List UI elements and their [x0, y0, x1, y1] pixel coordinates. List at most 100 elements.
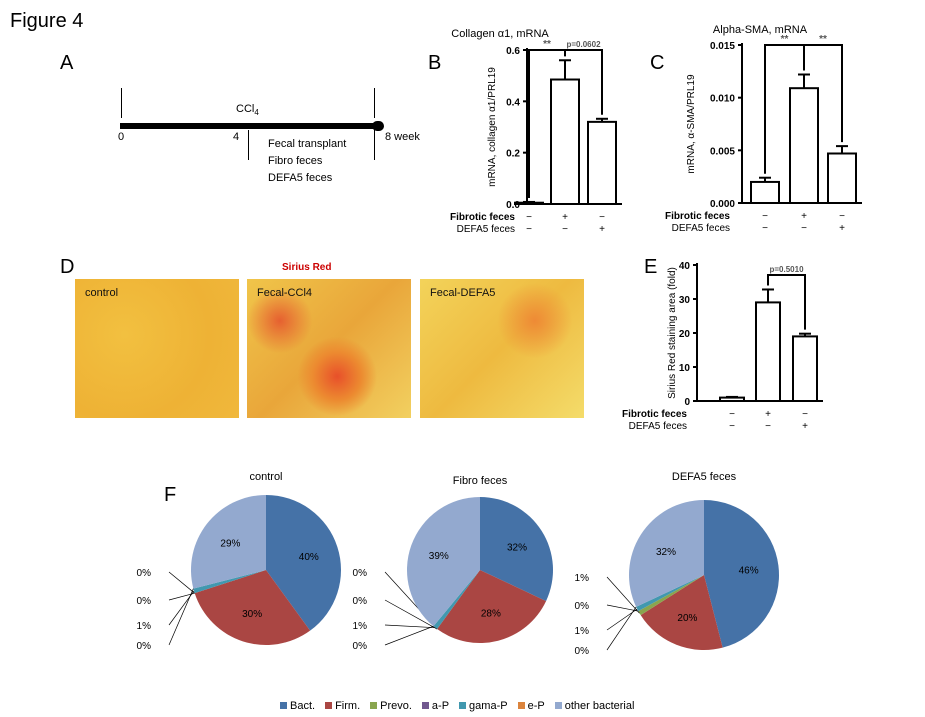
legend-item: other bacterial — [554, 700, 635, 712]
pie-label: 46% — [739, 565, 759, 576]
pie-leader-line — [168, 571, 195, 594]
bar — [755, 301, 781, 402]
legend-swatch — [517, 702, 525, 709]
arrow-start-icon — [121, 88, 122, 118]
panel-label-c: C — [650, 52, 665, 74]
condition-sign: + — [802, 421, 808, 432]
transplant-line: Fecal transplant — [268, 138, 347, 150]
condition-row-label: DEFA5 feces — [457, 224, 515, 235]
legend-item: a-P — [421, 700, 450, 712]
legend-item: Prevo. — [370, 700, 412, 712]
panel-label-f: F — [164, 484, 177, 506]
condition-sign: − — [599, 212, 605, 223]
panel-label-d: D — [60, 256, 75, 278]
pie-label: 0% — [353, 568, 368, 579]
pie-label: 40% — [299, 552, 319, 563]
y-tick-label: 0.0 — [506, 200, 520, 211]
bar — [827, 152, 857, 204]
significance-bracket — [803, 44, 843, 143]
pie-title: Fibro feces — [453, 475, 508, 487]
y-axis-label: mRNA, collagen α1/PRL19 — [487, 67, 498, 187]
legend-item: e-P — [517, 700, 545, 712]
bar — [587, 120, 617, 205]
pie-slice-otherbacterial — [629, 500, 704, 607]
pie-label: 32% — [507, 543, 527, 554]
y-tick-label: 0 — [684, 397, 690, 408]
histology-image-fecal-ccl4: Fecal-CCl4 — [247, 279, 411, 418]
bar — [719, 396, 745, 403]
pie-label: 0% — [137, 568, 152, 579]
pie-label: 1% — [137, 621, 152, 632]
bar — [750, 180, 780, 204]
y-tick-label: 0.2 — [506, 149, 520, 160]
condition-sign: − — [802, 409, 808, 420]
y-tick-label: 20 — [679, 329, 691, 340]
pie-label: 1% — [353, 621, 368, 632]
significance-label: ** — [781, 34, 789, 45]
pie-label: 0% — [575, 646, 590, 657]
condition-sign: + — [839, 223, 845, 234]
significance-label: ** — [543, 39, 551, 50]
pie-slice-bact — [704, 500, 780, 648]
tick-8: 8 week — [385, 131, 420, 143]
histology-image-control: control — [75, 279, 239, 418]
condition-sign: − — [729, 421, 735, 432]
y-tick-label: 0.005 — [710, 146, 735, 157]
condition-sign: + — [599, 224, 605, 235]
histology-image-fecal-defa5: Fecal-DEFA5 — [420, 279, 584, 418]
y-tick-label: 40 — [679, 261, 691, 272]
significance-bracket — [564, 49, 603, 115]
arrow-transplant-icon — [248, 130, 249, 160]
pie-title: control — [249, 471, 282, 483]
tick-4: 4 — [233, 131, 240, 143]
y-tick-label: 0.4 — [506, 97, 520, 108]
pie-label: 0% — [353, 596, 368, 607]
pie-slice-gamap — [636, 575, 704, 612]
pie-slice-otherbacterial — [407, 497, 480, 627]
condition-sign: − — [762, 211, 768, 222]
condition-sign: − — [729, 409, 735, 420]
legend-swatch — [325, 702, 333, 709]
legend-label: gama-P — [469, 700, 508, 712]
legend-label: other bacterial — [564, 700, 635, 712]
pie-label: 20% — [677, 613, 697, 624]
pie-leader-line — [384, 624, 436, 629]
legend-label: Firm. — [335, 700, 361, 712]
bar — [550, 78, 580, 205]
pie-slice-firm — [194, 570, 311, 645]
y-tick-label: 0.015 — [710, 41, 735, 52]
pie-label: 0% — [137, 641, 152, 652]
condition-sign: + — [765, 409, 771, 420]
legend-item: Firm. — [325, 700, 360, 712]
agent-label: CCl4 — [236, 103, 259, 117]
arrow-transplant-end-icon — [374, 130, 375, 160]
legend-item: Bact. — [280, 700, 315, 712]
bar — [792, 335, 818, 402]
pie-label: 0% — [137, 596, 152, 607]
condition-row-label: Fibrotic feces — [665, 211, 730, 222]
legend-label: a-P — [431, 700, 450, 712]
legend-swatch — [421, 702, 429, 709]
y-tick-label: 10 — [679, 363, 691, 374]
y-tick-label: 0.000 — [710, 199, 735, 210]
condition-sign: − — [839, 211, 845, 222]
condition-sign: − — [801, 223, 807, 234]
legend-item: gama-P — [459, 700, 508, 712]
pie-leader-line — [168, 588, 194, 646]
pie-slice-gamap — [193, 570, 266, 594]
pie-slice-bact — [480, 497, 553, 602]
condition-sign: − — [765, 421, 771, 432]
pie-leader-line — [168, 592, 195, 601]
pie-label: 0% — [575, 601, 590, 612]
pie-leader-line — [384, 599, 438, 630]
legend-label: Prevo. — [380, 700, 412, 712]
panel-label-b: B — [428, 52, 442, 74]
legend-swatch — [554, 702, 562, 709]
pie-label: 1% — [575, 626, 590, 637]
legend-swatch — [280, 702, 287, 709]
condition-sign: − — [526, 212, 532, 223]
legend-swatch — [370, 702, 378, 709]
significance-bracket — [767, 274, 806, 330]
pie-label: 39% — [429, 551, 449, 562]
figure-title: Figure 4 — [10, 10, 84, 32]
